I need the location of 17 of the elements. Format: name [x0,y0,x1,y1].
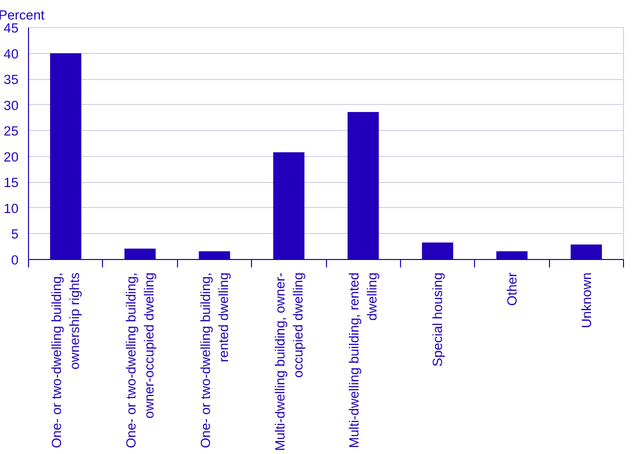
y-tick-label: 10 [4,200,19,216]
y-tick-label: 40 [4,46,19,62]
x-tick-label: Multi-dwelling building, rented dwelling [346,272,380,448]
y-tick-label: 30 [4,98,19,113]
y-tick-label: 20 [4,149,19,164]
y-tick-label: 15 [4,175,19,190]
y-tick-label: 5 [11,226,19,242]
x-tick-label: One- or two-dwelling building, ownership rights [49,272,82,448]
y-tick-label: 0 [11,252,19,268]
x-tick-label: Multi-dwelling building, owner- occupied dwelling [272,272,306,452]
y-tick-label: 35 [4,72,19,88]
x-tick-label: Other [504,272,520,306]
x-tick-label: One- or two-dwelling building, rented dwelling [198,272,231,448]
y-tick-label: 45 [4,20,19,36]
y-tick-label: 25 [4,124,19,139]
x-tick-label: Unknown [578,272,594,328]
x-tick-label: Special housing [430,272,446,367]
